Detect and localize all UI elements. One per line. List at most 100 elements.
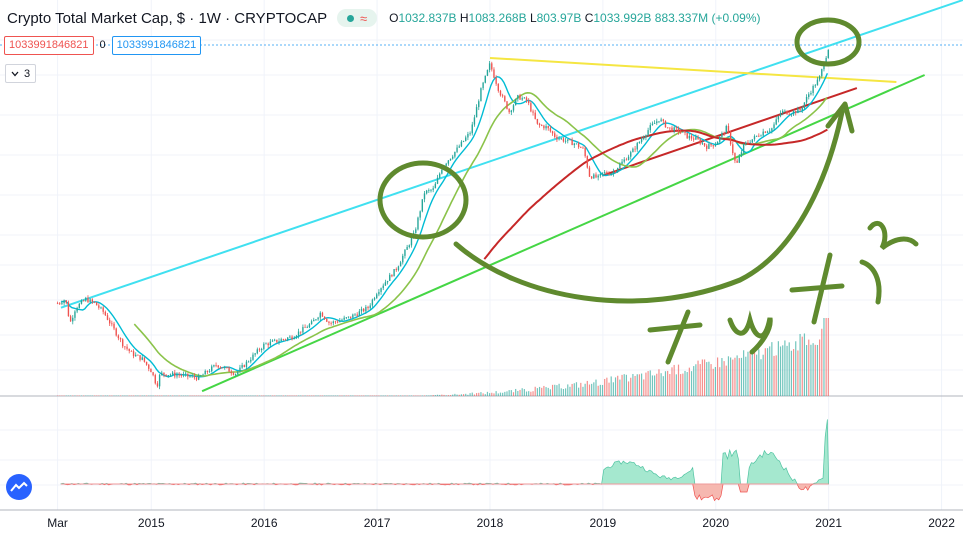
status-pill[interactable]: ≈ [337,9,378,27]
volume-bar [784,340,786,396]
annotation-marks [377,17,919,365]
candle-body [93,301,96,303]
volume-bar [543,385,545,396]
candle-body [143,357,146,362]
volume-bar [434,395,436,396]
candle-body [649,125,651,131]
volume-bar [235,395,237,396]
candle-body [391,274,393,277]
volume-bar [213,395,215,396]
oscillator-positive-area [60,419,830,485]
candle-body [100,307,102,309]
candle-body [666,127,669,129]
volume-bar [484,394,486,396]
volume-bar [664,371,667,396]
channel-top-line [60,0,963,309]
candle-body [224,367,226,369]
candle-body [723,133,725,134]
volume-bar [430,395,432,396]
volume-bar [185,395,187,396]
volume-bar [779,346,782,396]
volume-bar [595,379,597,396]
candle-body [360,308,363,312]
volume-bar [610,376,612,396]
volume-bar [452,394,454,396]
volume-bar [671,367,673,396]
volume-bar [504,391,506,396]
volume-bar [593,382,595,396]
candle-body [191,375,193,377]
volume-bar [415,395,417,396]
candle-body [742,144,745,153]
candle-body [521,98,523,100]
candle-body [180,375,183,376]
candle-body [85,297,87,301]
candle-body [126,346,128,349]
volume-bar [551,384,554,396]
tradingview-logo-icon[interactable] [6,474,32,500]
candle-body [719,136,721,142]
volume-bar [354,395,356,396]
candle-body [328,321,330,323]
volume-bar [291,395,293,396]
volume-bar [554,384,556,396]
volume-bar [124,395,126,396]
volume-bar [126,395,128,396]
candle-body [788,114,790,116]
volume-bar [814,344,816,396]
volume-bar [469,393,471,396]
chart-header: Crypto Total Market Cap, $ · 1W · CRYPTO… [7,8,761,28]
candle-body [525,97,528,101]
x-tick-label: 2017 [364,516,391,530]
volume-bar [730,357,732,396]
candle-body [397,266,400,271]
volume-bar [697,360,699,396]
volume-bar [441,394,443,396]
candle-body [293,337,295,340]
volume-bar [675,374,677,396]
candle-body [402,255,404,263]
candle-body [703,143,706,146]
volume-bar [732,359,734,396]
candle-body [102,307,104,312]
volume-bar [667,370,669,396]
candle-body [766,131,769,133]
volume-bar [578,387,580,396]
volume-bar [764,348,766,396]
volume-bar [248,395,250,396]
candle-body [699,139,701,144]
volume-bar [606,377,608,396]
volume-bar [432,395,434,396]
volume-bar [751,350,753,396]
candle-body [497,83,500,91]
candle-body [532,111,534,113]
volume-bar [805,345,808,396]
candle-body [349,316,352,318]
volume-bar [239,395,241,396]
resistance-line [489,56,897,83]
volume-bar [109,395,111,396]
volume-bar [85,395,87,396]
volume-bar [100,395,102,396]
highlight-circle-2021 [794,17,862,67]
volume-bar [823,318,825,396]
candle-body [634,148,636,150]
volume-bar [204,395,206,396]
candle-body [341,319,343,321]
candle-body [690,135,693,139]
volume-bar [680,374,682,396]
volume-bar [699,364,701,396]
candle-body [115,328,117,336]
collapse-indicators-button[interactable]: 3 [5,64,36,83]
symbol-title[interactable]: Crypto Total Market Cap, $ · 1W · CRYPTO… [7,9,328,27]
volume-bar [176,395,178,396]
volume-bar [137,395,139,396]
volume-bar [499,392,502,396]
candle-body [239,367,241,372]
volume-bar [443,394,445,396]
candle-body [514,99,517,106]
candle-body [575,143,578,145]
candle-body [280,339,282,342]
volume-bar [519,389,521,396]
